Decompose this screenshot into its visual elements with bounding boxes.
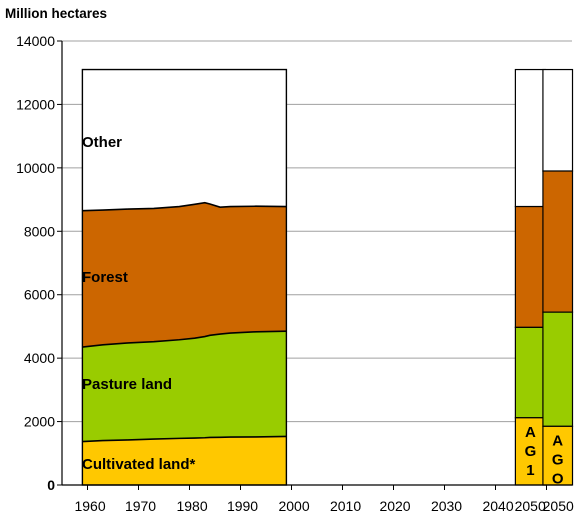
xtick-label-4: 2000 (278, 498, 309, 514)
area-cultivated (82, 436, 287, 485)
bar-AGO-cultivated (542, 425, 574, 486)
bar-AG1-forest (514, 205, 547, 328)
area-pasture (82, 331, 287, 442)
bar-AG1-pasture (514, 326, 547, 419)
xtick-label-9: 2050 (515, 498, 546, 514)
ytick-label-0: 0 (47, 477, 55, 493)
label-pasture: Pasture land (82, 376, 172, 393)
plot-area (81, 68, 574, 486)
bar-AGO-other (542, 68, 574, 172)
ytick-label-8000: 8000 (24, 223, 55, 239)
xtick-label-2: 1980 (176, 498, 207, 514)
ytick-label-6000: 6000 (24, 287, 55, 303)
line-cultivated (82, 435, 287, 443)
y-axis-title: Million hectares (5, 6, 107, 21)
xtick-label-10: 2050 (543, 498, 574, 514)
ytick-label-2000: 2000 (24, 414, 55, 430)
xtick-label-0: 1960 (74, 498, 105, 514)
label-cultivated: Cultivated land* (82, 456, 196, 473)
bar-AGO-forest (542, 170, 574, 313)
scenario-AG1-letter-0: A (525, 424, 536, 441)
label-other: Other (82, 134, 122, 151)
xtick-label-6: 2020 (379, 498, 410, 514)
ytick-label-4000: 4000 (24, 350, 55, 366)
line-pasture (82, 330, 287, 348)
bar-AGO-pasture (542, 311, 574, 427)
scenario-AG1-letter-1: G (525, 443, 537, 460)
line-forest (82, 201, 287, 212)
area-other (82, 69, 287, 211)
ytick-label-10000: 10000 (16, 160, 55, 176)
xtick-label-7: 2030 (431, 498, 462, 514)
bar-AG1-other (514, 68, 547, 208)
label-forest: Forest (82, 269, 128, 286)
scenario-AGO-letter-0: A (552, 432, 563, 449)
xtick-label-8: 2040 (482, 498, 513, 514)
scenario-AG1-letter-2: 1 (526, 462, 534, 479)
area-forest (82, 202, 287, 348)
labels: Other Forest Pasture land Cultivated lan… (82, 134, 564, 487)
xtick-label-3: 1990 (227, 498, 258, 514)
xtick-label-5: 2010 (330, 498, 361, 514)
ytick-label-14000: 14000 (16, 33, 55, 49)
scenario-AGO-letter-1: G (552, 451, 564, 468)
scenario-AGO-letter-2: O (552, 470, 564, 487)
xtick-label-1: 1970 (125, 498, 156, 514)
ytick-label-12000: 12000 (16, 96, 55, 112)
